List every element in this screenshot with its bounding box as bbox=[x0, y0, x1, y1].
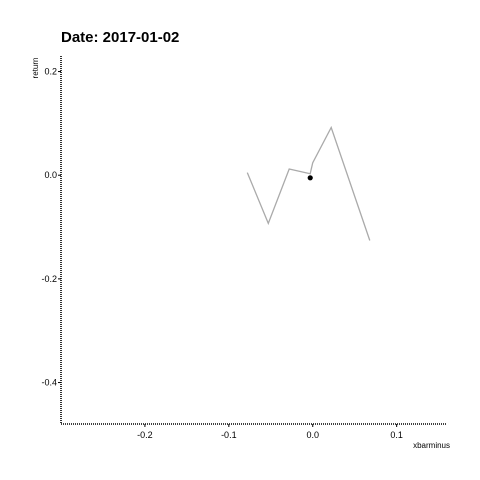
y-tick-label: 0.0 bbox=[44, 170, 57, 180]
x-ticks: -0.2 -0.1 0.0 0.1 bbox=[137, 424, 403, 440]
series-line bbox=[246, 125, 371, 241]
x-tick-label: 0.1 bbox=[390, 430, 403, 440]
y-tick-label: -0.4 bbox=[41, 378, 57, 388]
y-tick-label: 0.2 bbox=[44, 67, 57, 77]
chart-title: Date: 2017-01-02 bbox=[61, 29, 179, 46]
series-group bbox=[246, 125, 371, 241]
x-tick-label: -0.2 bbox=[137, 430, 153, 440]
x-tick-label: 0.0 bbox=[306, 430, 319, 440]
highlight-point bbox=[307, 175, 313, 181]
y-axis-title: return bbox=[31, 58, 40, 79]
y-tick-label: -0.2 bbox=[41, 274, 57, 284]
x-tick-label: -0.1 bbox=[221, 430, 237, 440]
y-ticks: 0.2 0.0 -0.2 -0.4 bbox=[41, 67, 61, 388]
x-axis-title: xbarminus bbox=[413, 441, 450, 450]
